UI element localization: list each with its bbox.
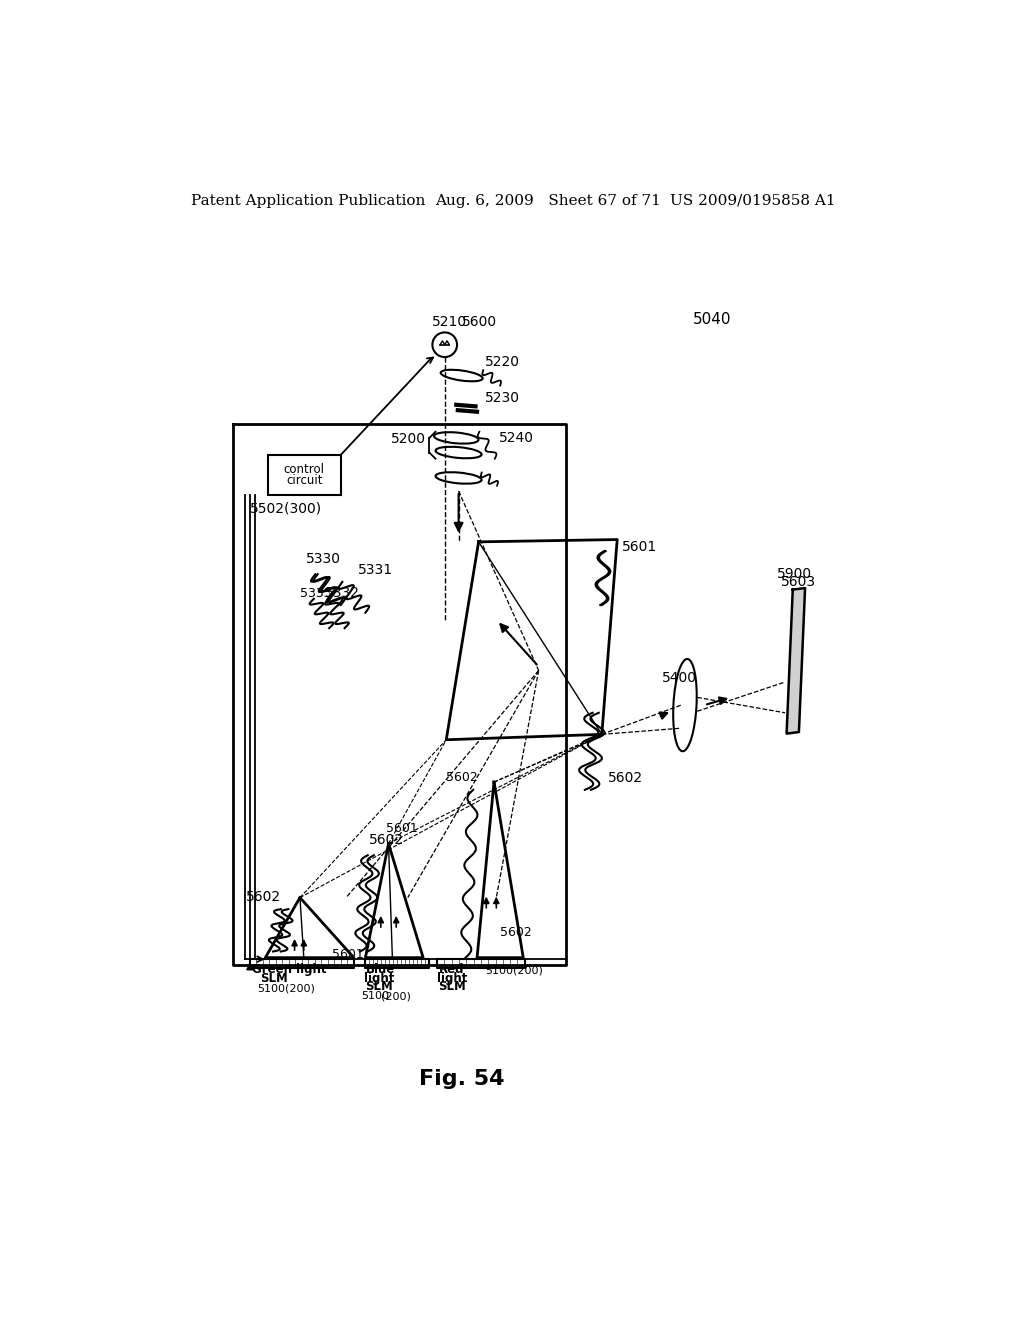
Polygon shape xyxy=(786,589,805,734)
Text: 5240: 5240 xyxy=(499,430,534,445)
Text: 5600: 5600 xyxy=(462,315,497,329)
Text: Red: Red xyxy=(438,964,464,975)
Text: circuit: circuit xyxy=(286,474,323,487)
Text: 5220: 5220 xyxy=(484,355,520,370)
Text: 5210: 5210 xyxy=(432,315,468,329)
Text: 5100(200): 5100(200) xyxy=(484,965,543,975)
Text: Fig. 54: Fig. 54 xyxy=(419,1069,505,1089)
Text: 5230: 5230 xyxy=(484,391,520,405)
Text: (200): (200) xyxy=(381,991,411,1002)
Text: light: light xyxy=(364,972,394,985)
Text: 5502(300): 5502(300) xyxy=(250,502,322,516)
Text: 5602: 5602 xyxy=(246,891,282,904)
Text: 5602: 5602 xyxy=(370,833,404,846)
Text: 5900: 5900 xyxy=(777,568,812,581)
Text: SLM: SLM xyxy=(260,973,288,985)
Text: SLM: SLM xyxy=(365,979,392,993)
Text: Aug. 6, 2009   Sheet 67 of 71: Aug. 6, 2009 Sheet 67 of 71 xyxy=(435,194,660,207)
Text: 5602: 5602 xyxy=(446,771,478,784)
Text: 5602: 5602 xyxy=(500,927,531,939)
Text: 5331: 5331 xyxy=(357,564,393,577)
Text: 5601: 5601 xyxy=(386,822,418,836)
Text: 5100(200): 5100(200) xyxy=(258,983,315,994)
Text: 5400: 5400 xyxy=(662,671,697,685)
Text: 5330: 5330 xyxy=(306,552,341,566)
Text: 5332: 5332 xyxy=(325,586,359,601)
Text: light: light xyxy=(437,972,467,985)
Text: Green light: Green light xyxy=(252,964,327,975)
Text: US 2009/0195858 A1: US 2009/0195858 A1 xyxy=(670,194,836,207)
Text: Patent Application Publication: Patent Application Publication xyxy=(190,194,425,207)
Bar xyxy=(267,455,341,495)
Text: 5601: 5601 xyxy=(332,948,364,961)
Text: SLM: SLM xyxy=(438,979,466,993)
Text: 5040: 5040 xyxy=(692,312,731,327)
Text: 5333: 5333 xyxy=(300,587,332,601)
Text: 5200: 5200 xyxy=(391,433,426,446)
Text: 5602: 5602 xyxy=(608,771,643,785)
Text: 5603: 5603 xyxy=(781,574,816,589)
Text: 5100: 5100 xyxy=(360,991,389,1002)
Text: Blue: Blue xyxy=(366,964,394,975)
Text: control: control xyxy=(284,463,325,477)
Text: 5601: 5601 xyxy=(622,540,657,554)
